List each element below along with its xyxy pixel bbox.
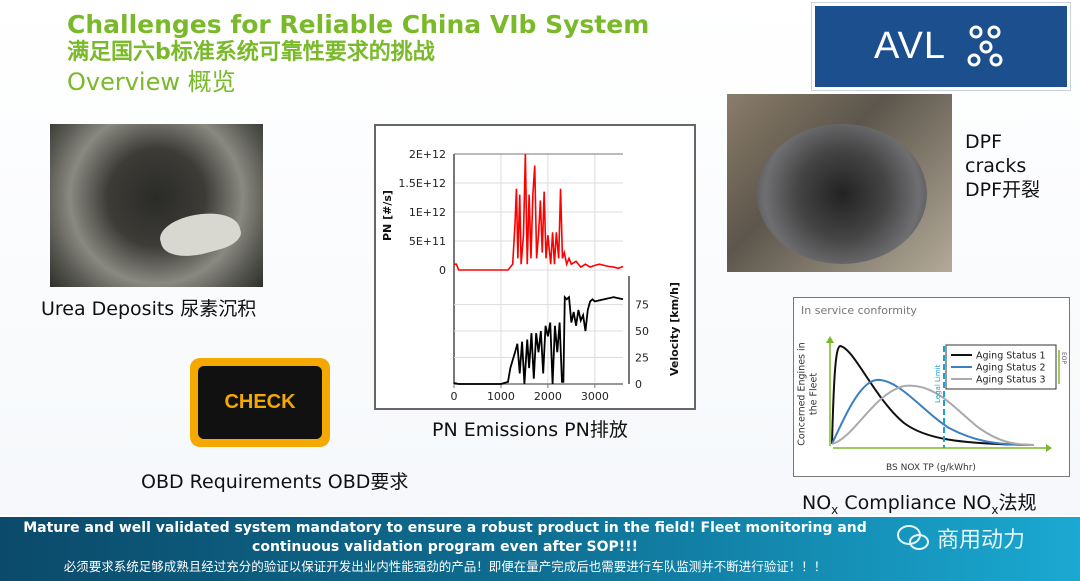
dpf-crack-photo [727, 94, 952, 272]
urea-caption: Urea Deposits 尿素沉积 [41, 298, 257, 320]
nox-caption: NOx Compliance NOx法规 [802, 492, 1037, 517]
nox-chart-title: In service conformity [801, 304, 917, 317]
slide-title: Challenges for Reliable China VIb System [67, 10, 650, 39]
nox-x-label: BS NOX TP (g/kWhr) [886, 463, 976, 473]
check-engine-icon: CHECK [190, 358, 330, 447]
dpf-label-line: DPF [965, 131, 1003, 153]
pn-series-line [454, 153, 624, 271]
legend-entry: Aging Status 3 [976, 375, 1046, 386]
dpf-label: DPF cracks DPF开裂 [965, 130, 1040, 202]
obd-caption: OBD Requirements OBD要求 [141, 471, 409, 493]
legend-entry: Aging Status 2 [976, 363, 1046, 374]
velocity-series-line [453, 294, 624, 385]
pn-caption: PN Emissions PN排放 [432, 419, 628, 441]
wechat-icon [897, 525, 929, 550]
aging-status-2-curve [831, 378, 1035, 446]
avl-logo: AVL [811, 2, 1071, 91]
pn-y-tick-label: 0 [439, 264, 446, 277]
velocity-y-axis-label: Velocity [km/h] [668, 282, 681, 376]
eop-label: EOP [1060, 352, 1067, 365]
x-tick-label: 2000 [534, 390, 562, 403]
dpf-label-line: cracks [965, 155, 1027, 177]
velocity-y-tick-label: 25 [635, 352, 649, 365]
banner-message-en: Mature and well validated system mandato… [23, 520, 867, 555]
dpf-label-line: DPF开裂 [965, 179, 1041, 201]
key-message-banner: Mature and well validated system mandato… [0, 515, 1080, 581]
x-tick-label: 3000 [581, 390, 609, 403]
x-axis-arrow-icon [1046, 444, 1052, 452]
velocity-y-tick-label: 50 [635, 325, 649, 338]
legend-entry: Aging Status 1 [976, 351, 1046, 362]
pn-y-tick-label: 1E+12 [409, 206, 446, 219]
check-engine-text: CHECK [224, 391, 296, 413]
avl-logo-mark-icon [967, 25, 1003, 66]
slide-title-chinese: 满足国六b标准系统可靠性要求的挑战 [67, 40, 435, 65]
velocity-y-tick-label: 0 [635, 378, 642, 391]
banner-message-cn: 必须要求系统足够成熟且经过充分的验证以保证开发出业内性能强劲的产品！即便在量产完… [63, 559, 827, 574]
legal-limit-label: Legal Limit [934, 364, 942, 403]
nox-y-label: Concerned Engines in the Fleet [796, 342, 820, 446]
y-axis-arrow-icon [826, 336, 834, 343]
aging-status-1-curve [831, 344, 1035, 446]
aging-status-3-curve [831, 384, 1035, 446]
urea-deposit-photo [50, 124, 263, 287]
watermark: 商用动力 [895, 522, 1025, 554]
x-tick-label: 1000 [487, 390, 515, 403]
pn-y-tick-label: 5E+11 [409, 235, 446, 248]
pn-y-tick-label: 2E+12 [409, 148, 446, 161]
x-tick-label: 0 [451, 390, 458, 403]
slide-subtitle: Overview 概览 [67, 68, 236, 96]
logo-text: AVL [873, 25, 946, 67]
nox-conformity-chart: In service conformity BS NOX TP (g/kWhr)… [793, 297, 1070, 477]
pn-y-axis-label: PN [#/s] [381, 190, 394, 241]
pn-chart: 2E+12 1.5E+12 1E+12 5E+11 0 PN [#/s] 75 50 25 0 Ve… [374, 124, 696, 410]
watermark-text: 商用动力 [937, 528, 1026, 553]
pn-y-tick-label: 1.5E+12 [398, 177, 446, 190]
velocity-y-tick-label: 75 [635, 299, 649, 312]
